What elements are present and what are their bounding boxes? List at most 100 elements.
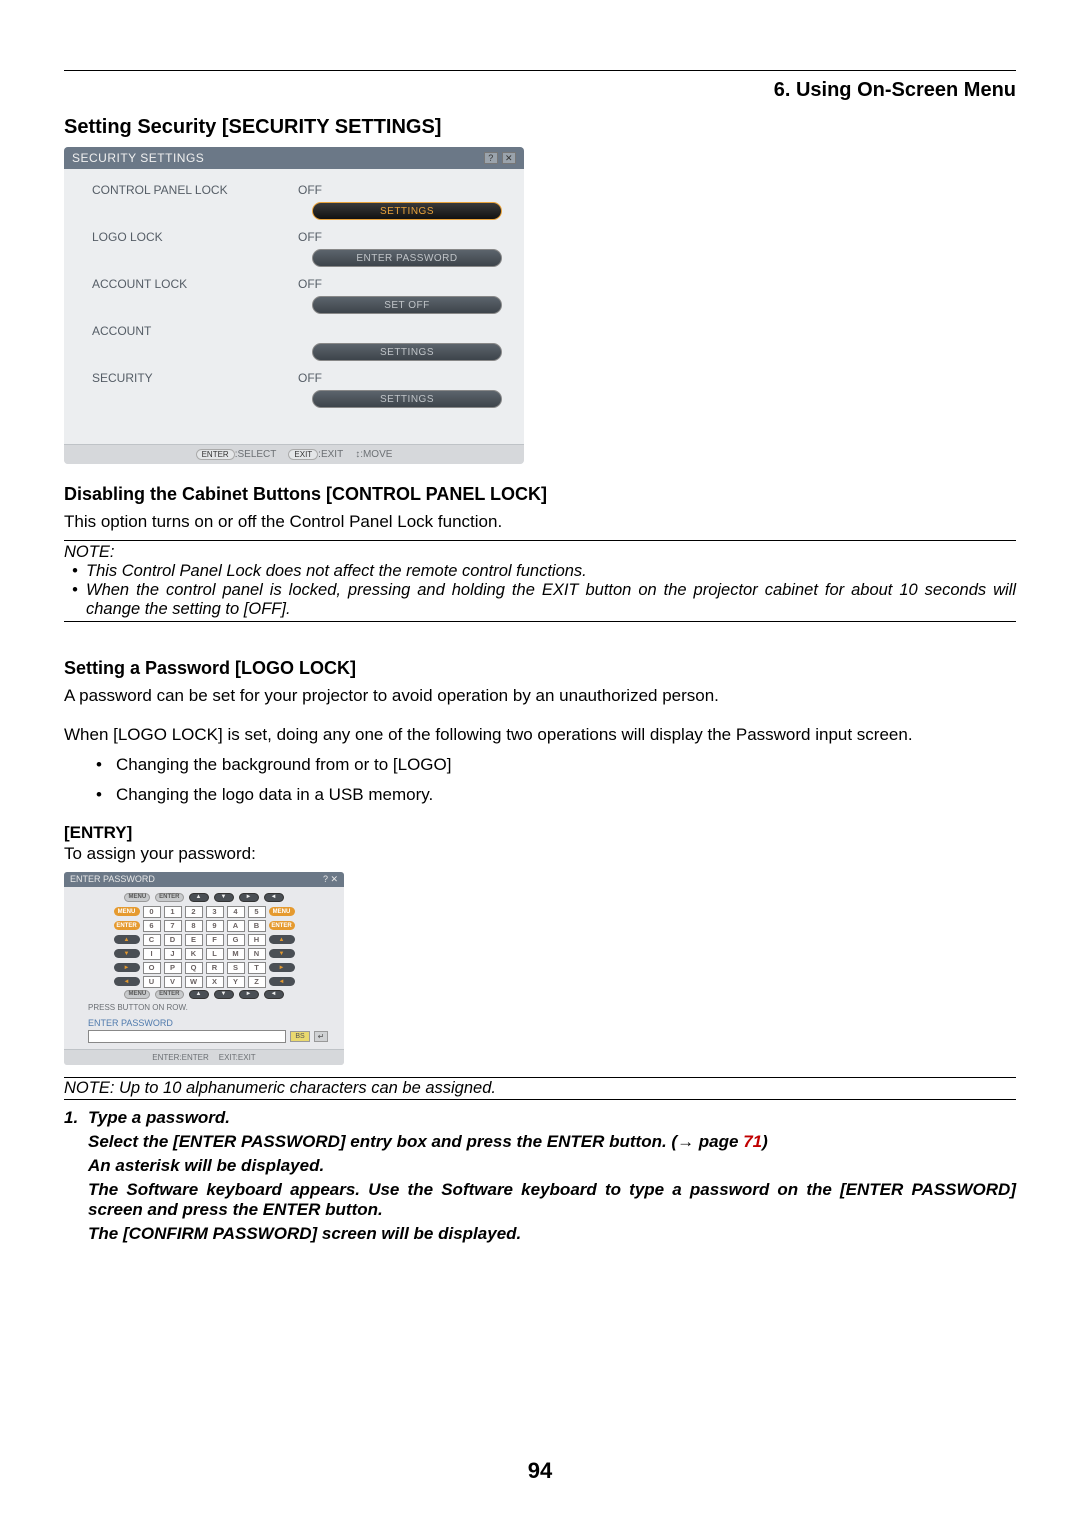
keyboard-row: ENTER6789ABENTER [70, 920, 338, 932]
note-label: NOTE: [64, 543, 1016, 562]
arrow-pill: ▼ [214, 893, 234, 902]
page-number: 94 [0, 1458, 1080, 1484]
arrow-pill: ▲ [189, 990, 209, 999]
keyboard-key[interactable]: 3 [206, 906, 224, 918]
keyboard-key[interactable]: 4 [227, 906, 245, 918]
keyboard-key[interactable]: L [206, 948, 224, 960]
setting-label: ACCOUNT [78, 324, 298, 338]
row-right-pill: MENU [269, 907, 295, 916]
row-left-pill: MENU [114, 907, 140, 916]
window-controls: ? ✕ [323, 874, 338, 885]
keyboard-key[interactable]: Z [248, 976, 266, 988]
keyboard-key[interactable]: 0 [143, 906, 161, 918]
keyboard-key[interactable]: G [227, 934, 245, 946]
keyboard-key[interactable]: O [143, 962, 161, 974]
body-text: To assign your password: [64, 843, 1016, 866]
panel-title: ENTER PASSWORD [70, 874, 155, 885]
setting-label: CONTROL PANEL LOCK [78, 183, 298, 197]
enter-password-screenshot: ENTER PASSWORD ? ✕ MENU ENTER ▲ ▼ ► ◄ ME… [64, 872, 344, 1065]
enter-key-icon[interactable]: ↵ [314, 1031, 328, 1042]
keyboard-key[interactable]: M [227, 948, 245, 960]
entry-label: ENTER PASSWORD [88, 1018, 338, 1028]
enter-tag: ENTER [196, 449, 235, 460]
keyboard-key[interactable]: K [185, 948, 203, 960]
set-off-button[interactable]: SET OFF [312, 296, 502, 314]
row-right-pill: ► [269, 963, 295, 972]
footer-text: :SELECT [235, 449, 277, 460]
settings-button[interactable]: SETTINGS [312, 202, 502, 220]
step-text: ) [762, 1132, 768, 1151]
body-text: This option turns on or off the Control … [64, 511, 1016, 534]
body-list: Changing the background from or to [LOGO… [64, 755, 1016, 805]
chapter-title: 6. Using On-Screen Menu [64, 79, 1016, 102]
keyboard-key[interactable]: 5 [248, 906, 266, 918]
section-title: Setting Security [SECURITY SETTINGS] [64, 116, 1016, 139]
keyboard-key[interactable]: 7 [164, 920, 182, 932]
arrow-pill: ◄ [264, 893, 284, 902]
arrow-pill: ▲ [189, 893, 209, 902]
keyboard-key[interactable]: T [248, 962, 266, 974]
keyboard-key[interactable]: V [164, 976, 182, 988]
setting-label: ACCOUNT LOCK [78, 277, 298, 291]
keyboard-key[interactable]: Q [185, 962, 203, 974]
setting-value: OFF [298, 230, 358, 244]
arrow-pill: ► [239, 893, 259, 902]
steps-list: Type a password. Select the [ENTER PASSW… [64, 1108, 1016, 1244]
subsection-title: Disabling the Cabinet Buttons [CONTROL P… [64, 484, 1016, 505]
keyboard-key[interactable]: N [248, 948, 266, 960]
keyboard-key[interactable]: A [227, 920, 245, 932]
step-head: Type a password. [88, 1108, 1016, 1128]
step-text: An asterisk will be displayed. [88, 1156, 1016, 1176]
keyboard-row: MENU012345MENU [70, 906, 338, 918]
note-item: When the control panel is locked, pressi… [76, 581, 1016, 619]
body-text: When [LOGO LOCK] is set, doing any one o… [64, 724, 1016, 747]
keyboard-key[interactable]: 2 [185, 906, 203, 918]
page-link[interactable]: 71 [743, 1132, 762, 1151]
keyboard-key[interactable]: R [206, 962, 224, 974]
keyboard-key[interactable]: P [164, 962, 182, 974]
list-item: Changing the logo data in a USB memory. [96, 785, 1016, 805]
enter-pill: ENTER [155, 893, 183, 902]
enter-pill: ENTER [155, 990, 183, 999]
footer-text: ↕:MOVE [355, 449, 392, 460]
keyboard-key[interactable]: W [185, 976, 203, 988]
keyboard-key[interactable]: D [164, 934, 182, 946]
setting-value: OFF [298, 371, 358, 385]
keyboard-key[interactable]: 9 [206, 920, 224, 932]
keyboard-row: ◄UVWXYZ◄ [70, 976, 338, 988]
top-pill-row: MENU ENTER ▲ ▼ ► ◄ [70, 893, 338, 902]
backspace-key[interactable]: BS [290, 1031, 310, 1042]
setting-label: LOGO LOCK [78, 230, 298, 244]
subsection-title: Setting a Password [LOGO LOCK] [64, 658, 1016, 679]
keyboard-key[interactable]: S [227, 962, 245, 974]
setting-value: OFF [298, 183, 358, 197]
keyboard-key[interactable]: 8 [185, 920, 203, 932]
body-text: A password can be set for your projector… [64, 685, 1016, 708]
arrow-pill: ► [239, 990, 259, 999]
note-item: This Control Panel Lock does not affect … [76, 562, 1016, 581]
row-right-pill: ENTER [269, 921, 295, 930]
keyboard-key[interactable]: H [248, 934, 266, 946]
panel-footer: ENTER:ENTER EXIT:EXIT [64, 1049, 344, 1065]
keyboard-row: ▲CDEFGH▲ [70, 934, 338, 946]
keyboard-key[interactable]: 6 [143, 920, 161, 932]
keyboard-key[interactable]: X [206, 976, 224, 988]
keyboard-key[interactable]: F [206, 934, 224, 946]
settings-button[interactable]: SETTINGS [312, 390, 502, 408]
password-field[interactable] [88, 1030, 286, 1043]
keyboard-key[interactable]: U [143, 976, 161, 988]
arrow-pill: ▼ [214, 990, 234, 999]
arrow-pill: ◄ [264, 990, 284, 999]
keyboard-key[interactable]: B [248, 920, 266, 932]
row-right-pill: ▼ [269, 949, 295, 958]
note-block: NOTE: This Control Panel Lock does not a… [64, 540, 1016, 622]
settings-button[interactable]: SETTINGS [312, 343, 502, 361]
keyboard-key[interactable]: C [143, 934, 161, 946]
security-settings-screenshot: SECURITY SETTINGS ? ✕ CONTROL PANEL LOCK… [64, 147, 524, 464]
keyboard-key[interactable]: Y [227, 976, 245, 988]
keyboard-key[interactable]: E [185, 934, 203, 946]
keyboard-key[interactable]: 1 [164, 906, 182, 918]
keyboard-key[interactable]: J [164, 948, 182, 960]
enter-password-button[interactable]: ENTER PASSWORD [312, 249, 502, 267]
keyboard-key[interactable]: I [143, 948, 161, 960]
